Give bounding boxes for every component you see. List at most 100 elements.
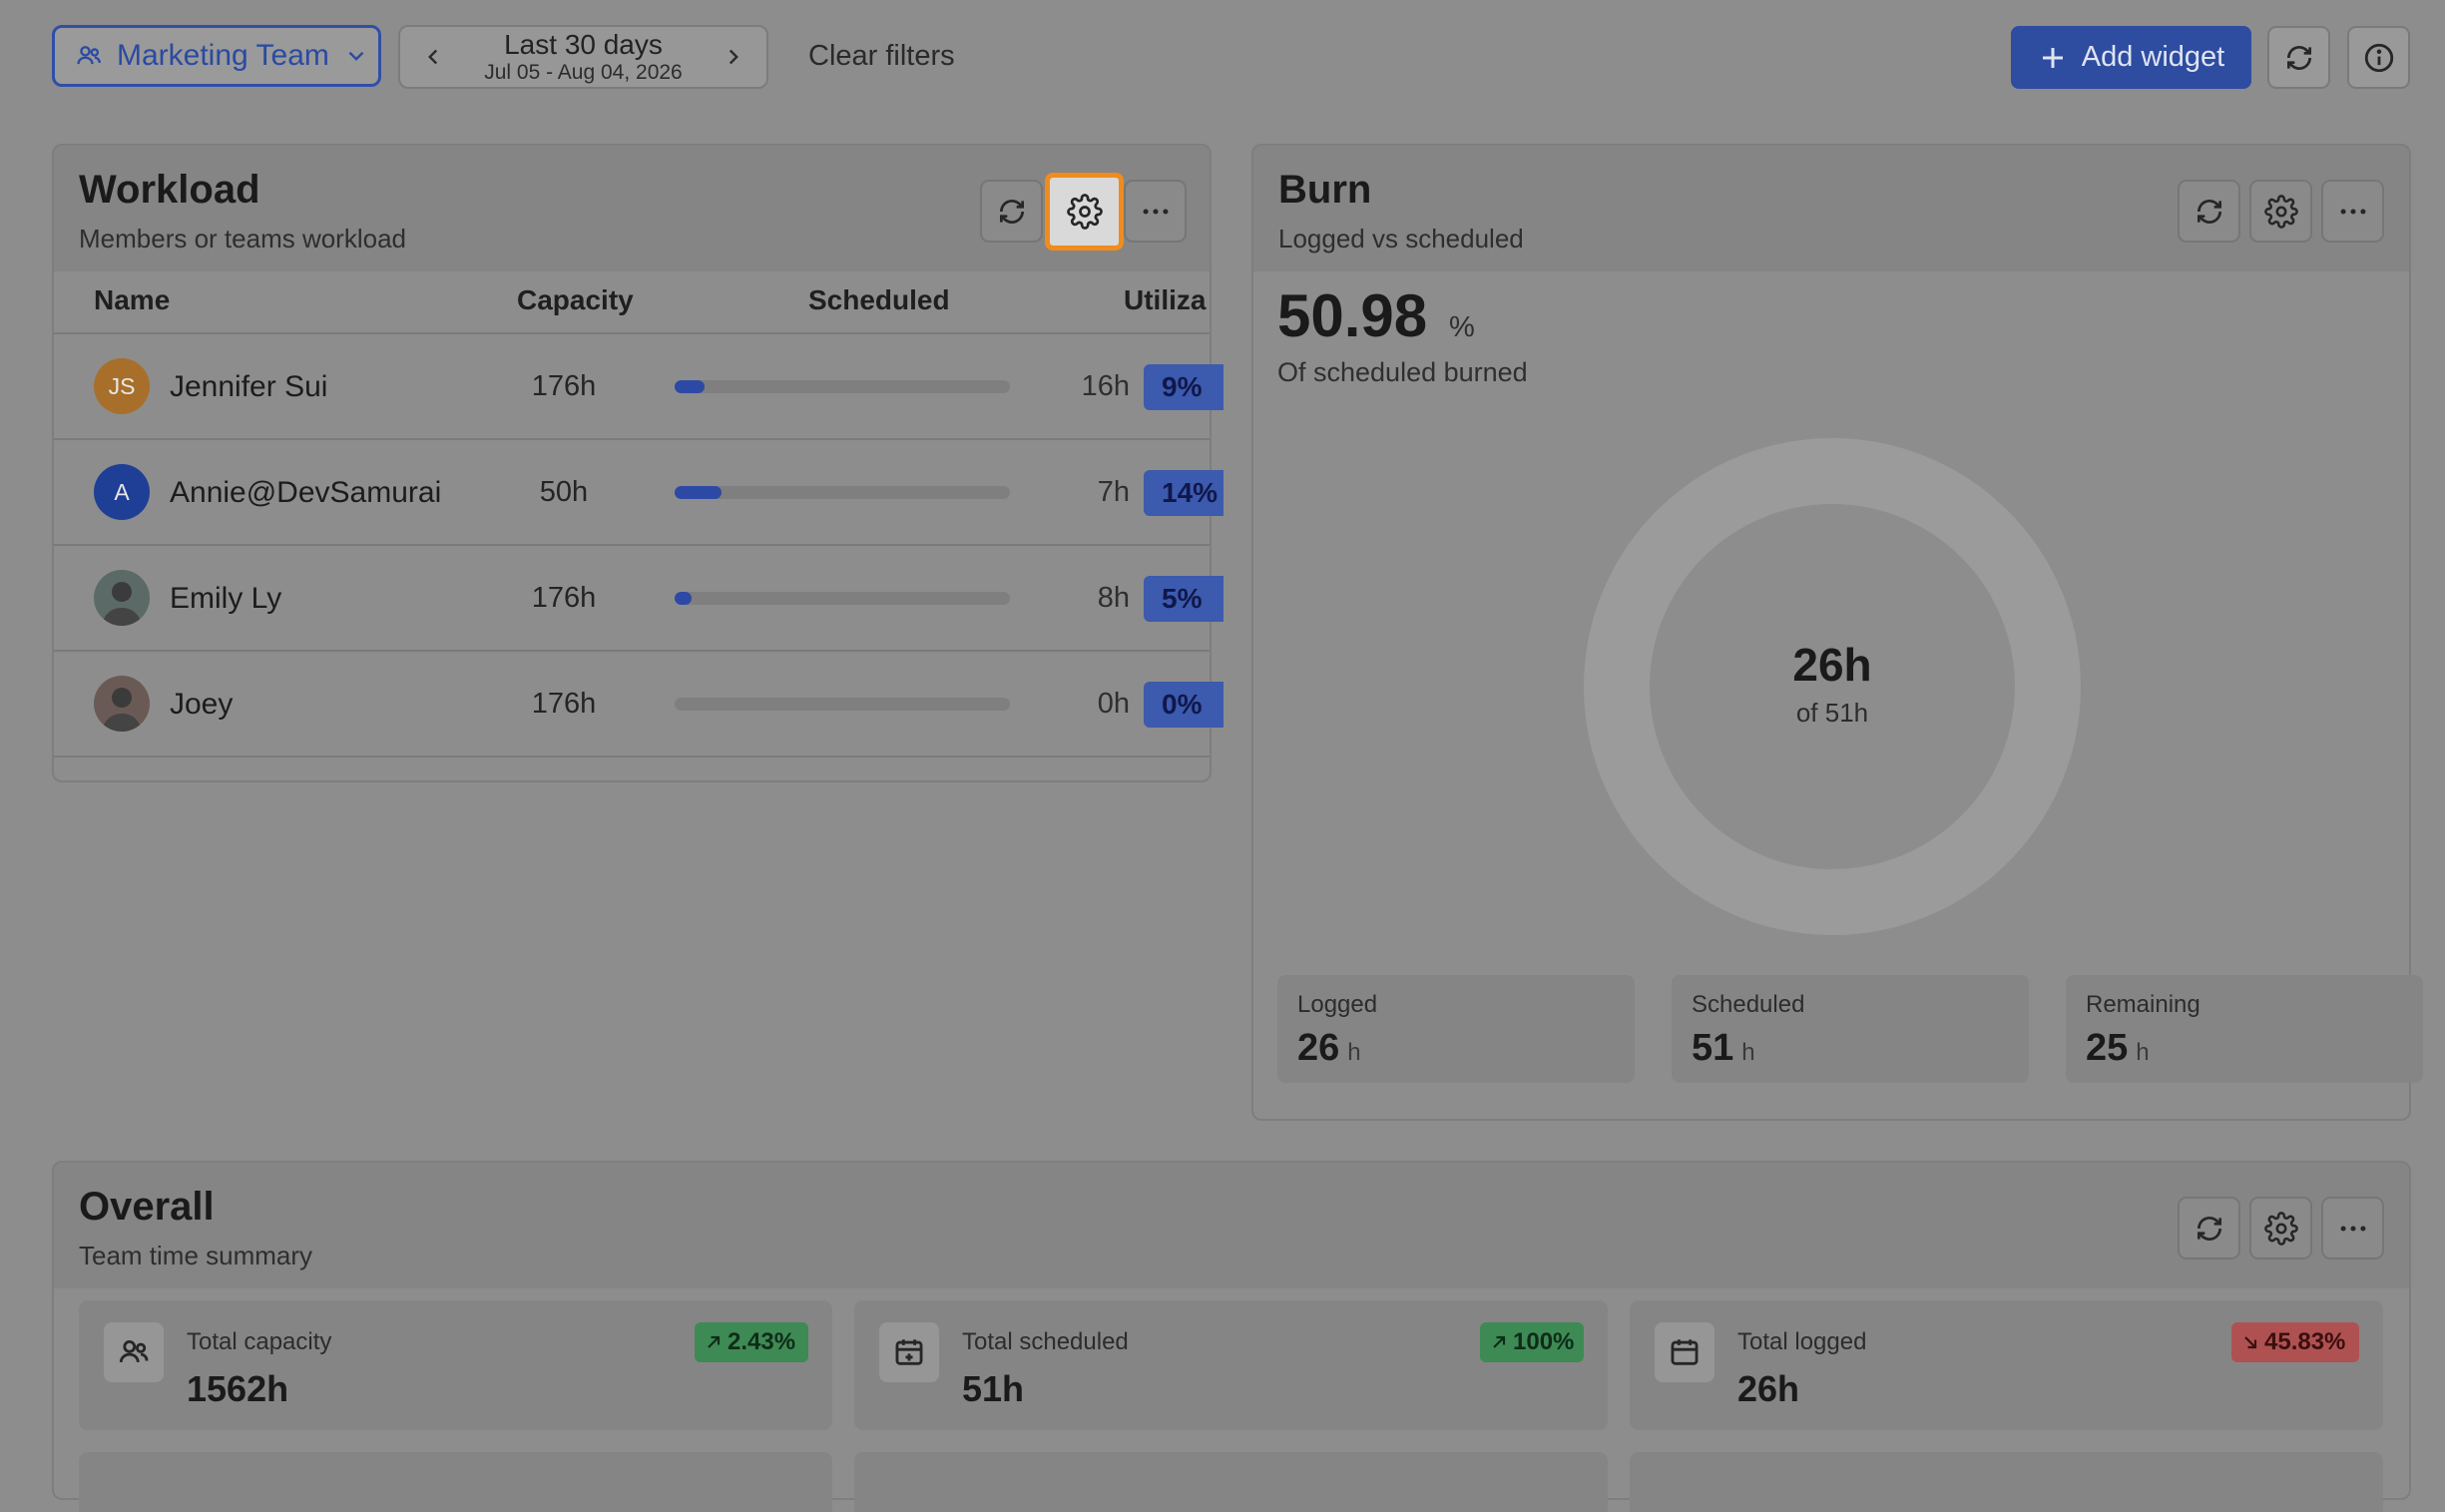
- burn-stat-scheduled: Scheduled 51 h: [1672, 975, 2029, 1083]
- utilization-badge: 5%: [1144, 576, 1223, 622]
- team-selector-label: Marketing Team: [117, 39, 329, 72]
- workload-subtitle: Members or teams workload: [79, 224, 406, 253]
- more-horizontal-icon: [1139, 195, 1173, 229]
- tile-label: Total capacity: [187, 1328, 332, 1355]
- member-name: Jennifer Sui: [170, 370, 328, 403]
- burn-percent-value: 50.98: [1277, 282, 1428, 349]
- table-divider: [54, 438, 1210, 440]
- workload-widget: Workload Members or teams workload: [52, 144, 1212, 782]
- member-capacity: 50h: [539, 476, 589, 508]
- tile-change-value: 100%: [1513, 1328, 1575, 1355]
- tile-label: Total logged: [1737, 1328, 1867, 1355]
- tile-change-value: 2.43%: [728, 1328, 796, 1355]
- burn-settings-button[interactable]: [2249, 180, 2312, 243]
- calendar-plus-icon: [879, 1322, 939, 1382]
- more-horizontal-icon: [2336, 1212, 2370, 1246]
- chevron-right-icon[interactable]: [721, 44, 746, 70]
- stat-label: Remaining: [2086, 991, 2200, 1018]
- team-selector[interactable]: Marketing Team: [52, 25, 381, 87]
- donut-remaining-arc: [1584, 438, 2081, 935]
- add-widget-button[interactable]: Add widget: [2011, 26, 2251, 89]
- date-range-dates: Jul 05 - Aug 04, 2026: [484, 61, 683, 85]
- overall-tile-partial: [79, 1452, 832, 1512]
- burn-stat-remaining: Remaining 25 h: [2066, 975, 2423, 1083]
- workload-settings-button[interactable]: [1045, 173, 1124, 251]
- chevron-left-icon[interactable]: [420, 44, 446, 70]
- donut-center-value: 26h: [1792, 639, 1871, 691]
- overall-refresh-button[interactable]: [2178, 1197, 2240, 1260]
- workload-title: Workload: [79, 168, 260, 212]
- stat-number: 25: [2086, 1027, 2129, 1069]
- stat-label: Scheduled: [1692, 991, 1805, 1018]
- overall-more-button[interactable]: [2321, 1197, 2384, 1260]
- tile-label: Total scheduled: [962, 1328, 1129, 1355]
- gear-icon: [1066, 194, 1103, 230]
- stat-unit: h: [2136, 1039, 2150, 1066]
- date-range-picker[interactable]: Last 30 days Jul 05 - Aug 04, 2026: [398, 25, 768, 89]
- member-capacity: 176h: [531, 370, 597, 402]
- burn-percent-label: Of scheduled burned: [1277, 357, 1528, 387]
- scheduled-progress-bar: [675, 698, 1010, 711]
- overall-settings-button[interactable]: [2249, 1197, 2312, 1260]
- tile-value: 26h: [1737, 1368, 1800, 1409]
- column-header-name[interactable]: Name: [94, 284, 171, 315]
- donut-center-sub: of 51h: [1796, 698, 1868, 728]
- utilization-badge: 0%: [1144, 682, 1223, 728]
- tile-change-badge: 2.43%: [695, 1322, 808, 1362]
- trend-down-icon: [2244, 1336, 2257, 1349]
- stat-number: 26: [1297, 1027, 1340, 1069]
- stat-value: 25 h: [2086, 1027, 2150, 1070]
- avatar: A: [94, 464, 150, 520]
- tile-change-badge: 45.83%: [2231, 1322, 2359, 1362]
- plus-icon: [2038, 43, 2068, 73]
- scheduled-progress-bar: [675, 380, 1010, 393]
- tile-value: 51h: [962, 1368, 1025, 1409]
- burn-refresh-button[interactable]: [2178, 180, 2240, 243]
- refresh-all-button[interactable]: [2267, 26, 2330, 89]
- member-scheduled: 16h: [1081, 370, 1130, 402]
- add-widget-label: Add widget: [2081, 41, 2225, 73]
- overall-tile-partial: [854, 1452, 1608, 1512]
- member-name: Annie@DevSamurai: [170, 476, 442, 509]
- scheduled-progress-bar: [675, 592, 1010, 605]
- table-row[interactable]: Joey 176h 0h 0%: [54, 652, 1223, 756]
- table-divider: [54, 544, 1210, 546]
- table-row[interactable]: Emily Ly 176h 8h 5%: [54, 546, 1223, 650]
- scheduled-progress-fill: [675, 380, 705, 393]
- column-header-capacity[interactable]: Capacity: [517, 284, 634, 315]
- burn-more-button[interactable]: [2321, 180, 2384, 243]
- overall-tile-total-logged: Total logged 26h 45.83%: [1630, 1300, 2383, 1430]
- refresh-icon: [2283, 42, 2315, 74]
- workload-refresh-button[interactable]: [980, 180, 1043, 243]
- users-icon: [75, 42, 103, 70]
- stat-number: 51: [1692, 1027, 1734, 1069]
- refresh-icon: [2194, 1213, 2225, 1245]
- member-scheduled: 7h: [1097, 476, 1130, 508]
- table-row[interactable]: JS Jennifer Sui 176h 16h 9%: [54, 334, 1223, 438]
- column-header-utilization[interactable]: Utiliza: [1124, 284, 1207, 315]
- stat-unit: h: [1347, 1039, 1361, 1066]
- burn-subtitle: Logged vs scheduled: [1278, 224, 1524, 253]
- scheduled-progress-bar: [675, 486, 1010, 499]
- burn-donut-chart: 26h of 51h: [1584, 438, 2081, 935]
- more-horizontal-icon: [2336, 195, 2370, 229]
- overall-subtitle: Team time summary: [79, 1241, 313, 1270]
- overall-tile-total-scheduled: Total scheduled 51h 100%: [854, 1300, 1608, 1430]
- column-header-scheduled[interactable]: Scheduled: [808, 284, 950, 315]
- burn-title: Burn: [1278, 168, 1372, 212]
- tile-value: 1562h: [187, 1368, 289, 1409]
- overall-tile-partial: [1630, 1452, 2383, 1512]
- trend-up-icon: [1493, 1335, 1506, 1348]
- info-button[interactable]: [2347, 26, 2410, 89]
- member-scheduled: 0h: [1097, 688, 1130, 720]
- workload-more-button[interactable]: [1124, 180, 1187, 243]
- clear-filters-button[interactable]: Clear filters: [808, 40, 955, 72]
- burn-percent-unit: %: [1449, 311, 1475, 343]
- table-row[interactable]: A Annie@DevSamurai 50h 7h 14%: [54, 440, 1223, 544]
- member-capacity: 176h: [531, 688, 597, 720]
- table-divider: [54, 756, 1210, 757]
- utilization-badge: 9%: [1144, 364, 1223, 410]
- trend-up-icon: [708, 1335, 721, 1348]
- table-divider: [54, 650, 1210, 652]
- gear-icon: [2263, 1211, 2298, 1246]
